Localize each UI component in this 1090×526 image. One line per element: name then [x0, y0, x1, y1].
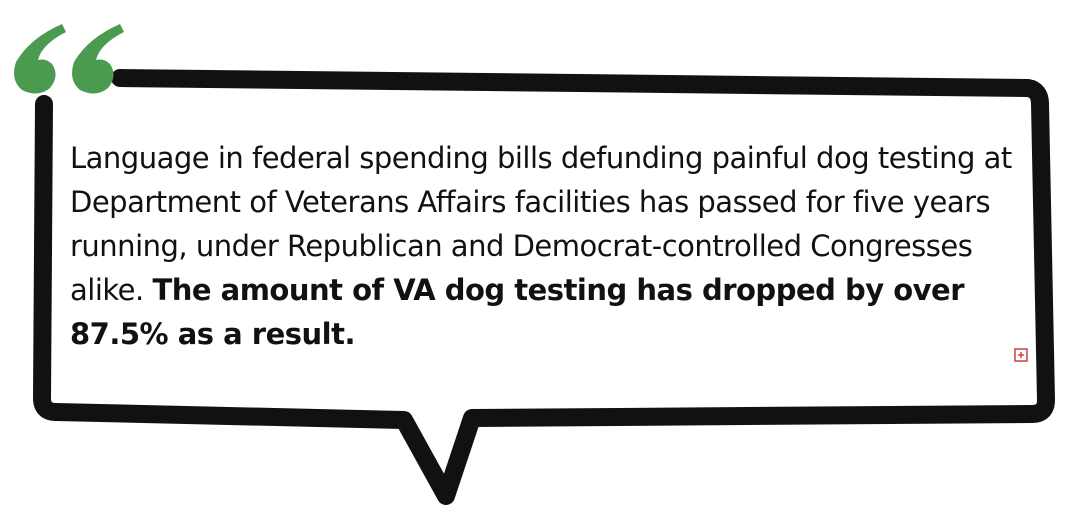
quote-mark — [14, 24, 124, 94]
expand-icon[interactable] — [1014, 348, 1028, 362]
quote-emphasis: The amount of VA dog testing has dropped… — [70, 273, 965, 351]
quote-text: Language in federal spending bills defun… — [70, 136, 1020, 356]
quote-body: Language in federal spending bills defun… — [70, 141, 1012, 307]
bubble-outline — [33, 69, 1055, 505]
